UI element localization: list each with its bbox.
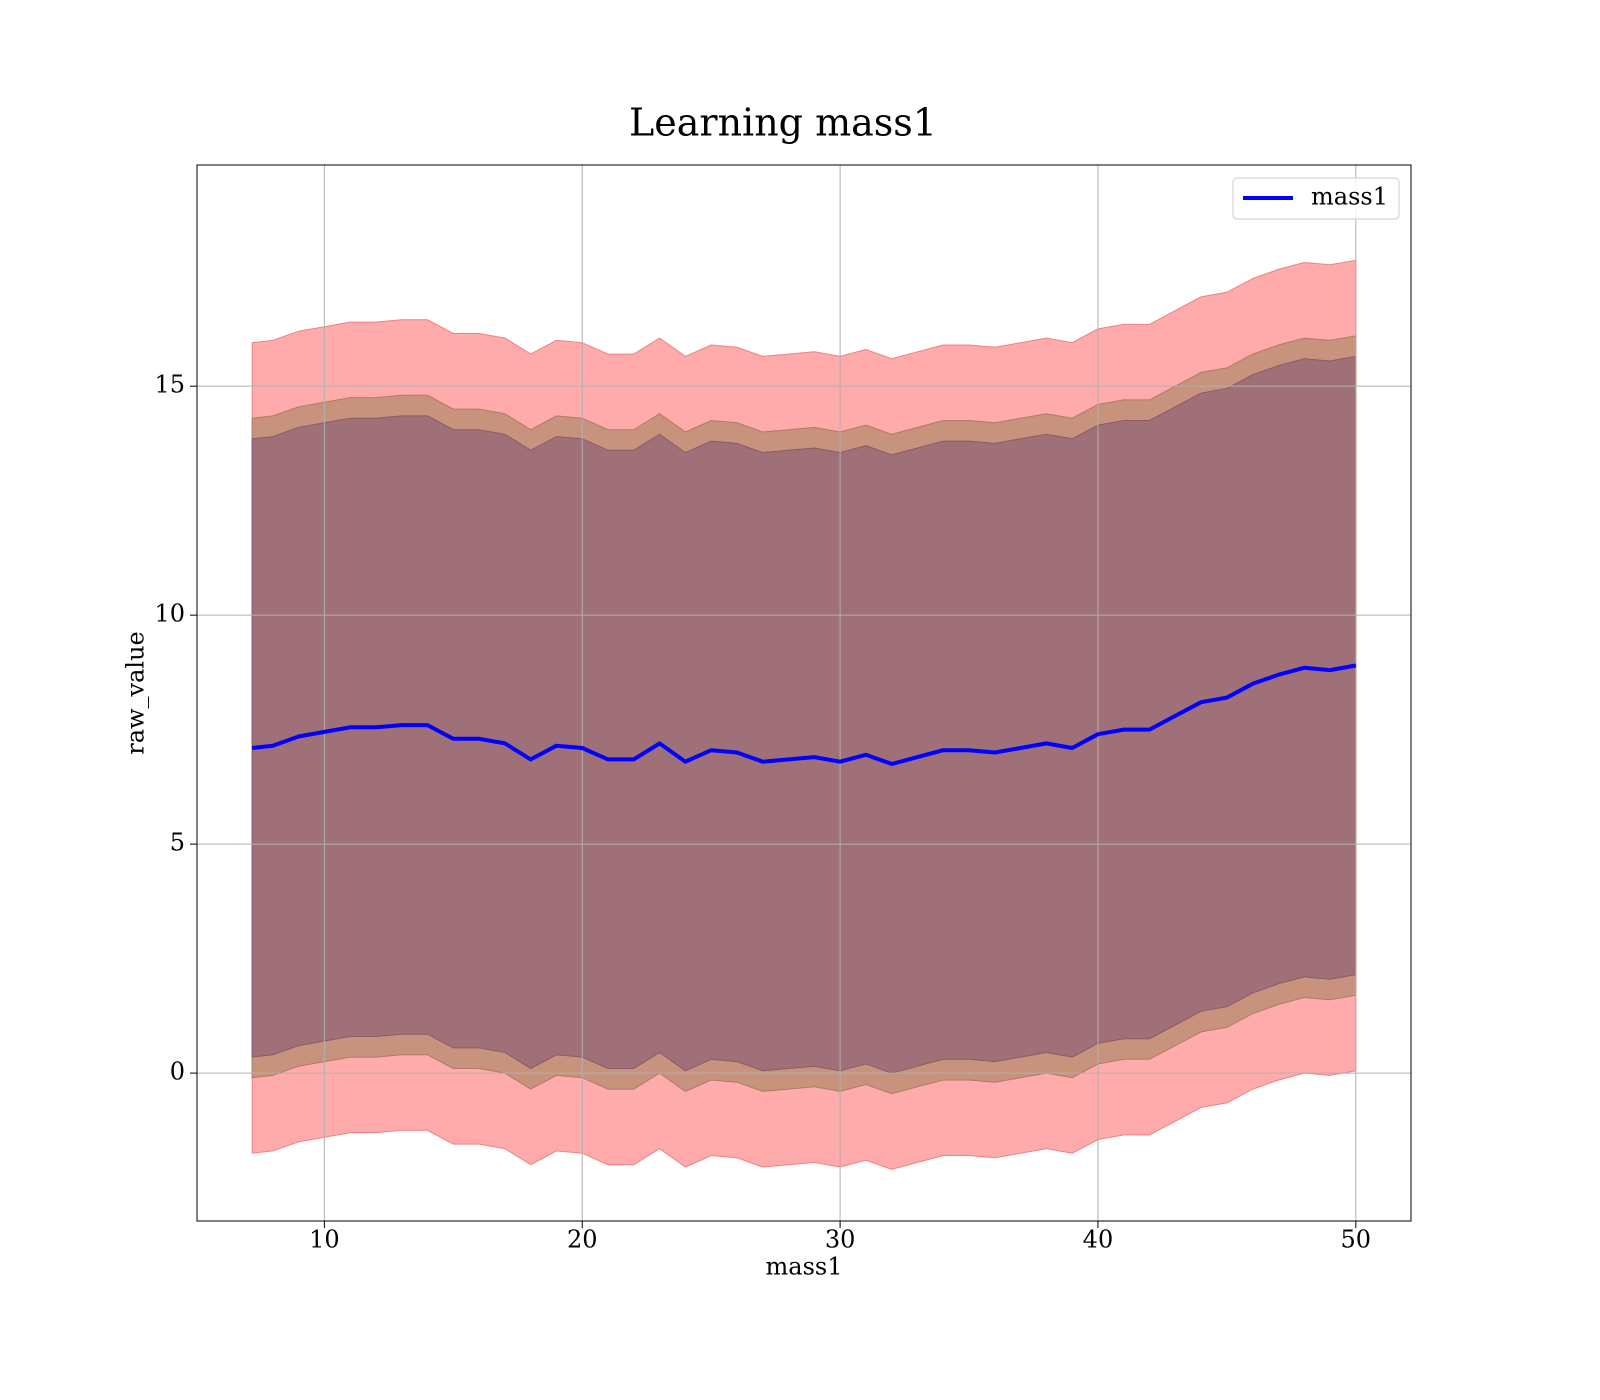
confidence-band [251, 355, 1357, 1074]
x-tick-label: 50 [1341, 1226, 1372, 1254]
x-tick-label: 20 [567, 1226, 598, 1254]
x-tick-label: 30 [825, 1226, 856, 1254]
y-tick-label: 5 [170, 829, 185, 857]
x-axis-label: mass1 [766, 1253, 843, 1281]
x-tick-label: 40 [1083, 1226, 1114, 1254]
legend-label: mass1 [1311, 183, 1388, 211]
y-axis-label: raw_value [122, 631, 150, 755]
plot-frame [196, 164, 1412, 1222]
legend-box [1232, 177, 1400, 220]
data-line [251, 663, 1357, 766]
y-tick-label: 0 [170, 1058, 185, 1086]
x-tick-label: 10 [309, 1226, 340, 1254]
y-tick-label: 15 [154, 371, 185, 399]
chart-title: Learning mass1 [629, 101, 937, 145]
y-tick-label: 10 [154, 600, 185, 628]
